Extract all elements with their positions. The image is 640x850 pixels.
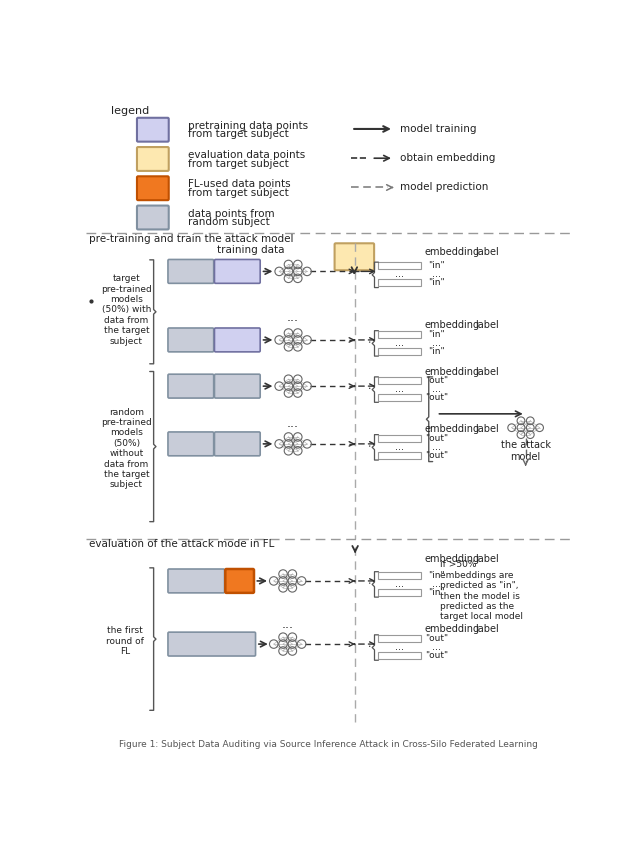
Text: embedding: embedding — [425, 625, 480, 634]
Text: label: label — [476, 366, 499, 377]
Text: ...: ... — [432, 442, 441, 451]
Text: embedding: embedding — [425, 247, 480, 258]
Bar — [378, 262, 421, 269]
Text: ...: ... — [287, 417, 299, 430]
Text: label: label — [476, 424, 499, 434]
Bar — [378, 434, 421, 441]
FancyBboxPatch shape — [137, 206, 169, 230]
Text: evaluation data points: evaluation data points — [189, 150, 306, 160]
FancyBboxPatch shape — [214, 374, 260, 398]
FancyBboxPatch shape — [335, 243, 374, 270]
Bar — [378, 652, 421, 659]
Text: model prediction: model prediction — [400, 183, 488, 192]
Text: ...: ... — [287, 311, 299, 324]
FancyBboxPatch shape — [214, 432, 260, 456]
Text: data points from: data points from — [189, 208, 275, 218]
Text: ...: ... — [395, 269, 404, 279]
Text: "out": "out" — [425, 393, 448, 402]
Text: pretraining data points: pretraining data points — [189, 121, 308, 131]
Text: obtain embedding: obtain embedding — [400, 153, 495, 163]
Text: ...: ... — [395, 384, 404, 394]
Bar — [378, 331, 421, 337]
Text: ...: ... — [395, 442, 404, 451]
Text: "in": "in" — [428, 330, 445, 338]
FancyBboxPatch shape — [168, 374, 214, 398]
Text: embedding: embedding — [425, 366, 480, 377]
Text: FL-used data points: FL-used data points — [189, 179, 291, 190]
Text: "in": "in" — [428, 570, 445, 580]
Text: "out": "out" — [425, 651, 448, 660]
Text: ...: ... — [395, 642, 404, 652]
FancyBboxPatch shape — [168, 259, 214, 283]
Text: from target subject: from target subject — [189, 188, 289, 198]
FancyBboxPatch shape — [137, 147, 169, 171]
Text: "in": "in" — [428, 587, 445, 597]
FancyBboxPatch shape — [225, 569, 254, 593]
Text: label: label — [476, 553, 499, 564]
Text: embedding: embedding — [425, 553, 480, 564]
FancyBboxPatch shape — [168, 632, 255, 656]
Text: "out": "out" — [425, 376, 448, 385]
Text: Figure 1: Subject Data Auditing via Source Inference Attack in Cross-Silo Federa: Figure 1: Subject Data Auditing via Sour… — [118, 740, 538, 750]
Text: evaluation of the attack mode in FL: evaluation of the attack mode in FL — [90, 539, 275, 549]
Text: "out": "out" — [425, 634, 448, 643]
Text: "out": "out" — [425, 450, 448, 460]
Text: label: label — [476, 625, 499, 634]
Text: the attack
model: the attack model — [500, 440, 550, 462]
Text: legend: legend — [111, 106, 149, 116]
Text: label: label — [476, 247, 499, 258]
Bar — [378, 635, 421, 642]
Text: "in": "in" — [428, 261, 445, 270]
Text: "in": "in" — [428, 278, 445, 287]
Text: from target subject: from target subject — [189, 159, 289, 168]
Text: ...: ... — [282, 618, 294, 631]
FancyBboxPatch shape — [137, 176, 169, 201]
FancyBboxPatch shape — [214, 259, 260, 283]
Text: "in": "in" — [428, 347, 445, 355]
FancyBboxPatch shape — [168, 328, 214, 352]
Text: ...: ... — [432, 337, 441, 348]
Bar — [378, 451, 421, 458]
Bar — [378, 572, 421, 579]
Text: ...: ... — [432, 579, 441, 589]
Text: model training: model training — [400, 124, 477, 134]
Text: embedding: embedding — [425, 424, 480, 434]
Text: from target subject: from target subject — [189, 129, 289, 139]
Text: ...: ... — [432, 642, 441, 652]
FancyBboxPatch shape — [168, 432, 214, 456]
FancyBboxPatch shape — [214, 328, 260, 352]
Bar — [378, 394, 421, 400]
Bar — [378, 279, 421, 286]
Text: the first
round of
FL: the first round of FL — [106, 626, 144, 656]
FancyBboxPatch shape — [168, 569, 225, 593]
Bar — [378, 348, 421, 354]
Bar — [378, 589, 421, 596]
Text: random subject: random subject — [189, 217, 270, 227]
Text: training data: training data — [217, 245, 284, 255]
Text: label: label — [476, 320, 499, 331]
Text: ...: ... — [432, 384, 441, 394]
Text: ...: ... — [432, 269, 441, 279]
Text: target
pre-trained
models
(50%) with
data from
the target
subject: target pre-trained models (50%) with dat… — [101, 275, 152, 346]
Text: pre-training and train the attack model: pre-training and train the attack model — [90, 234, 294, 244]
Text: ...: ... — [395, 337, 404, 348]
FancyBboxPatch shape — [137, 118, 169, 142]
Text: random
pre-trained
models
(50%)
without
data from
the target
subject: random pre-trained models (50%) without … — [101, 408, 152, 490]
Text: embedding: embedding — [425, 320, 480, 331]
Text: ...: ... — [395, 579, 404, 589]
Bar — [378, 377, 421, 384]
Text: "out": "out" — [425, 434, 448, 443]
Text: if >50%
embeddings are
predicted as "in",
then the model is
predicted as the
tar: if >50% embeddings are predicted as "in"… — [440, 560, 524, 621]
